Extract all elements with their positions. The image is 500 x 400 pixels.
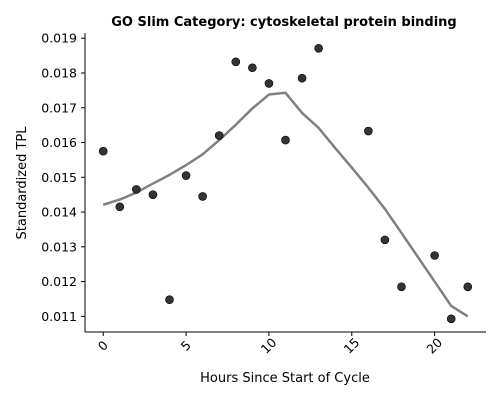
y-tick-label: 0.013 <box>41 239 77 254</box>
data-point <box>265 79 273 87</box>
y-tick-label: 0.012 <box>41 274 77 289</box>
data-point <box>99 147 107 155</box>
y-tick-label: 0.011 <box>41 309 77 324</box>
data-point <box>166 296 174 304</box>
x-tick-label: 15 <box>341 335 363 357</box>
chart-title: GO Slim Category: cytoskeletal protein b… <box>111 15 456 30</box>
y-axis-label: Standardized TPL <box>15 126 30 240</box>
data-point <box>447 315 455 323</box>
y-tick-label: 0.017 <box>41 100 77 115</box>
x-tick-label: 10 <box>258 335 280 357</box>
data-point <box>248 64 256 72</box>
x-axis-label: Hours Since Start of Cycle <box>200 371 370 386</box>
data-point <box>116 203 124 211</box>
x-tick-label: 20 <box>423 335 445 357</box>
data-point <box>232 58 240 66</box>
x-tick-label: 0 <box>95 337 111 353</box>
data-point <box>315 44 323 52</box>
data-point <box>132 185 140 193</box>
y-tick-label: 0.015 <box>41 170 77 185</box>
trend-line <box>103 93 468 317</box>
y-tick-label: 0.014 <box>41 205 77 220</box>
data-point <box>182 172 190 180</box>
y-tick-label: 0.018 <box>41 65 77 80</box>
data-point <box>149 191 157 199</box>
data-point <box>431 252 439 260</box>
data-point <box>464 283 472 291</box>
data-point <box>199 192 207 200</box>
x-axis-ticks: 0 5 10 15 20 <box>95 332 445 357</box>
data-point <box>282 136 290 144</box>
data-point <box>381 236 389 244</box>
y-axis-ticks: 0.011 0.012 0.013 0.014 0.015 0.016 0.017 0.018… <box>41 31 85 324</box>
data-point <box>364 127 372 135</box>
data-point <box>298 74 306 82</box>
y-tick-label: 0.016 <box>41 135 77 150</box>
x-tick-label: 5 <box>178 338 194 354</box>
data-point <box>397 283 405 291</box>
y-tick-label: 0.019 <box>41 31 77 46</box>
plot-area: 0.011 0.012 0.013 0.014 0.015 0.016 0.017 0.018… <box>41 31 486 357</box>
data-point <box>215 132 223 140</box>
